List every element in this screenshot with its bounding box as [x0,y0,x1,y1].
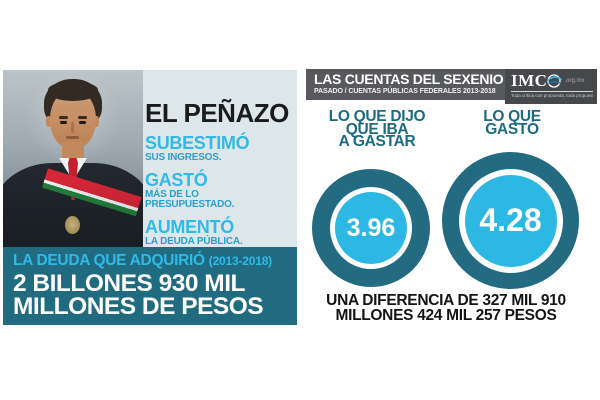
point-detail: SUS INGRESOS. [145,152,222,163]
debt-banner-label: LA DEUDA QUE ADQUIRIÓ (2013-2018) [13,252,297,270]
label-lo-que-dijo: LO QUE DIJO QUE IBA A GASTAR [312,108,442,150]
photo-shade [3,70,143,247]
imco-tagline: Toda crítica con propuesta, toda propues… [511,91,593,98]
right-header-bar: LAS CUENTAS DEL SEXENIO PASADO / CUENTAS… [306,69,597,104]
photo-left-eyebrow [59,116,68,119]
point-subestimo: SUBESTIMÓ SUS INGRESOS. [145,133,297,163]
bubble-spent: 4.28 [442,152,579,289]
imco-logo: IMC .org.mx Toda crítica con propuesta, … [505,69,597,104]
bubble-white-ring: 4.28 [458,168,563,273]
point-heading: SUBESTIMÓ [145,133,250,153]
photo-neck [62,142,84,162]
debt-amount-line2: MILLONES DE PESOS [13,292,264,320]
label-line: GASTÓ [485,120,539,138]
page-title: EL PEÑAZO [145,98,289,128]
photo-right-ear [94,116,99,127]
photo-right-eye [79,121,86,124]
debt-banner: LA DEUDA QUE ADQUIRIÓ (2013-2018) 2 BILL… [3,247,297,325]
left-card-info: EL PEÑAZO SUBESTIMÓ SUS INGRESOS. GASTÓ … [145,70,297,247]
label-line: QUE IBA [345,120,409,138]
point-gasto: GASTÓ MÁS DE LO PRESUPUESTADO. [145,170,297,210]
right-header-subtitle: PASADO / CUENTAS PÚBLICAS FEDERALES 2013… [314,88,496,95]
debt-amount-line1: 2 BILLONES 930 MIL [13,270,245,297]
debt-period: (2013-2018) [208,254,272,268]
point-aumento: AUMENTÓ LA DEUDA PÚBLICA. [145,217,297,247]
point-detail: PRESUPUESTADO. [145,199,235,210]
label-lo-que-gasto: LO QUE GASTÓ [452,108,572,138]
point-detail: MÁS DE LO [145,189,199,200]
photo-nose [71,122,74,133]
label-line: A GASTAR [338,133,416,150]
point-detail: LA DEUDA PÚBLICA. [145,236,243,247]
bubble-value-budgeted: 3.96 [335,192,407,264]
photo-left-ear [46,116,51,127]
photo-sash-emblem [65,216,80,234]
imco-domain-suffix: .org.mx [564,77,585,84]
difference-line2: MILLONES 424 MIL 257 PESOS [335,306,557,324]
photo-left-eye [60,121,67,124]
point-heading: GASTÓ [145,170,208,190]
difference-line1: UNA DIFERENCIA DE 327 MIL 910 [326,292,566,309]
photo-right-eyebrow [78,116,87,119]
photo-hairline [48,82,98,101]
imco-logo-text: IMC [511,71,548,90]
imco-globe-icon [547,73,563,88]
left-card-top: EL PEÑAZO SUBESTIMÓ SUS INGRESOS. GASTÓ … [3,70,297,247]
difference-text: UNA DIFERENCIA DE 327 MIL 910 MILLONES 4… [300,292,592,324]
left-card: EL PEÑAZO SUBESTIMÓ SUS INGRESOS. GASTÓ … [3,70,297,325]
bubble-white-ring: 3.96 [330,187,412,269]
bubble-budgeted: 3.96 [312,169,430,287]
imco-logo-row: IMC .org.mx [511,72,593,89]
president-photo [3,70,143,247]
right-header-title: LAS CUENTAS DEL SEXENIO [314,71,504,87]
debt-label-text: LA DEUDA QUE ADQUIRIÓ [13,252,205,269]
photo-mouth [66,136,79,139]
label-line: LO QUE DIJO [328,108,426,125]
point-heading: AUMENTÓ [145,217,234,237]
label-line: LO QUE [483,108,541,125]
bubble-value-spent: 4.28 [464,174,557,267]
